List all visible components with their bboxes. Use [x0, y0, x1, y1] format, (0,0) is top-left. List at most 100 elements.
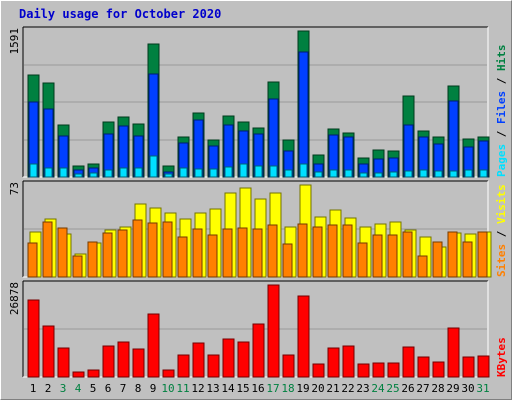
bar-kbytes — [117, 341, 130, 378]
x-tick-label: 7 — [120, 382, 127, 395]
bar-kbytes — [417, 356, 430, 378]
bar-pages — [464, 169, 473, 178]
bar-pages — [419, 169, 428, 178]
bar-pages — [479, 169, 488, 178]
legend-separator: / — [495, 124, 508, 144]
bar-sites — [477, 231, 488, 278]
x-tick-label: 27 — [416, 382, 429, 395]
bar-pages — [224, 166, 233, 178]
x-tick-label: 9 — [150, 382, 157, 395]
y-max-label: 73 — [8, 182, 21, 195]
x-tick-label: 28 — [431, 382, 444, 395]
x-tick-label: 14 — [221, 382, 235, 395]
bar-sites — [237, 227, 248, 278]
bar-kbytes — [387, 362, 400, 378]
bar-sites — [327, 224, 338, 278]
bar-kbytes — [447, 327, 460, 378]
bar-pages — [434, 170, 443, 178]
x-tick-label: 26 — [401, 382, 414, 395]
bar-sites — [297, 223, 308, 278]
bar-pages — [89, 172, 98, 178]
bar-sites — [192, 228, 203, 278]
bar-pages — [149, 155, 158, 178]
legend-pages: Pages — [495, 144, 508, 177]
bar-sites — [177, 236, 188, 278]
bar-sites — [357, 242, 368, 278]
x-tick-label: 16 — [251, 382, 264, 395]
bar-kbytes — [402, 346, 415, 378]
bar-kbytes — [462, 356, 475, 378]
bar-pages — [404, 170, 413, 178]
bar-pages — [239, 163, 248, 178]
x-tick-label: 29 — [446, 382, 459, 395]
bar-kbytes — [267, 284, 280, 378]
bar-sites — [87, 241, 98, 278]
legend-files: Files — [495, 91, 508, 124]
bar-sites — [417, 255, 428, 278]
legend: Sites / Visits — [495, 184, 508, 277]
bar-kbytes — [297, 295, 310, 378]
bar-pages — [344, 169, 353, 178]
bar-kbytes — [357, 363, 370, 378]
x-tick-label: 2 — [45, 382, 52, 395]
x-tick-label: 18 — [281, 382, 294, 395]
bar-kbytes — [192, 342, 205, 378]
bar-files — [298, 51, 309, 178]
bar-pages — [329, 169, 338, 178]
bar-files — [43, 108, 54, 178]
bar-kbytes — [147, 313, 160, 378]
legend-separator: / — [495, 224, 508, 244]
legend: Pages / Files / Hits — [495, 45, 508, 178]
chart-title: Daily usage for October 2020 — [19, 7, 222, 21]
bar-sites — [282, 243, 293, 278]
bar-kbytes — [372, 362, 385, 378]
bar-pages — [44, 167, 53, 178]
bar-pages — [74, 173, 83, 178]
bar-sites — [102, 232, 113, 278]
bar-pages — [374, 172, 383, 178]
bar-sites — [342, 224, 353, 278]
x-tick-label: 5 — [90, 382, 97, 395]
bar-sites — [162, 221, 173, 278]
bar-pages — [179, 167, 188, 178]
bar-files — [268, 98, 279, 178]
bar-kbytes — [72, 371, 85, 378]
x-tick-label: 10 — [161, 382, 174, 395]
bar-kbytes — [222, 338, 235, 378]
bar-sites — [117, 229, 128, 278]
bar-kbytes — [477, 355, 490, 378]
bar-sites — [207, 234, 218, 278]
bar-sites — [402, 231, 413, 278]
bar-kbytes — [312, 363, 325, 378]
bar-kbytes — [207, 354, 220, 378]
bar-sites — [147, 222, 158, 278]
bar-sites — [222, 228, 233, 278]
bar-kbytes — [42, 325, 55, 378]
bar-pages — [119, 167, 128, 178]
x-tick-label: 25 — [386, 382, 399, 395]
bar-pages — [389, 171, 398, 178]
legend-sites: Sites — [495, 244, 508, 277]
bar-kbytes — [237, 341, 250, 378]
bar-sites — [27, 242, 38, 278]
bar-sites — [252, 228, 263, 278]
x-tick-label: 11 — [176, 382, 189, 395]
bar-sites — [72, 255, 83, 278]
x-tick-label: 21 — [326, 382, 339, 395]
bar-sites — [312, 226, 323, 278]
bar-kbytes — [132, 348, 145, 378]
bar-pages — [359, 172, 368, 178]
bar-pages — [314, 171, 323, 178]
x-tick-label: 20 — [311, 382, 324, 395]
bar-pages — [164, 173, 173, 178]
bar-kbytes — [282, 354, 295, 378]
bar-sites — [372, 234, 383, 278]
bar-pages — [284, 169, 293, 178]
x-tick-label: 4 — [75, 382, 82, 395]
bar-pages — [269, 165, 278, 178]
bar-kbytes — [27, 299, 40, 378]
bar-kbytes — [342, 345, 355, 378]
legend-visits: Visits — [495, 184, 508, 224]
bar-sites — [447, 231, 458, 278]
